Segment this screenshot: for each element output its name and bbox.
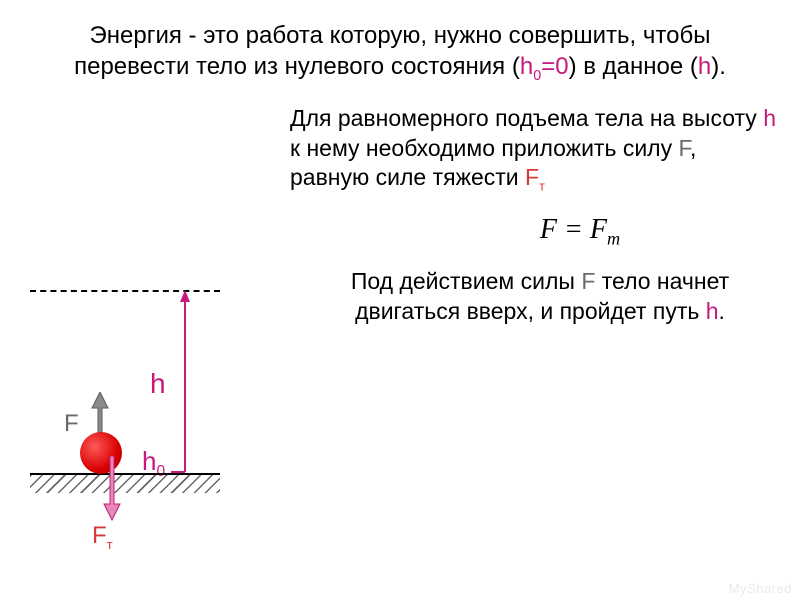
label-h: h [150, 368, 166, 400]
title-h: h [698, 53, 711, 80]
label-F: F [64, 410, 79, 438]
diagram: h h0 F Fт [30, 290, 270, 570]
title-text-2: ) в данное ( [569, 53, 698, 80]
arrow-gravity-down [102, 456, 122, 527]
paragraph-1: Для равномерного подъема тела на высоту … [0, 96, 800, 196]
title-h0: h0=0 [520, 53, 569, 80]
p1-h: h [763, 105, 776, 131]
arrow-height [178, 290, 192, 479]
formula: F = Fт [0, 196, 800, 250]
p1-F: F [679, 135, 691, 161]
label-Ft: Fт [92, 522, 113, 552]
ground-hatch [30, 475, 220, 493]
p2-F: F [581, 268, 595, 294]
p2-h: h [706, 298, 719, 324]
watermark: MyShared [729, 581, 792, 596]
p1-Ft: Fт [525, 164, 545, 190]
ground [30, 473, 220, 495]
title: Энергия - это работа которую, нужно сове… [0, 0, 800, 96]
title-text-3: ). [711, 53, 726, 80]
